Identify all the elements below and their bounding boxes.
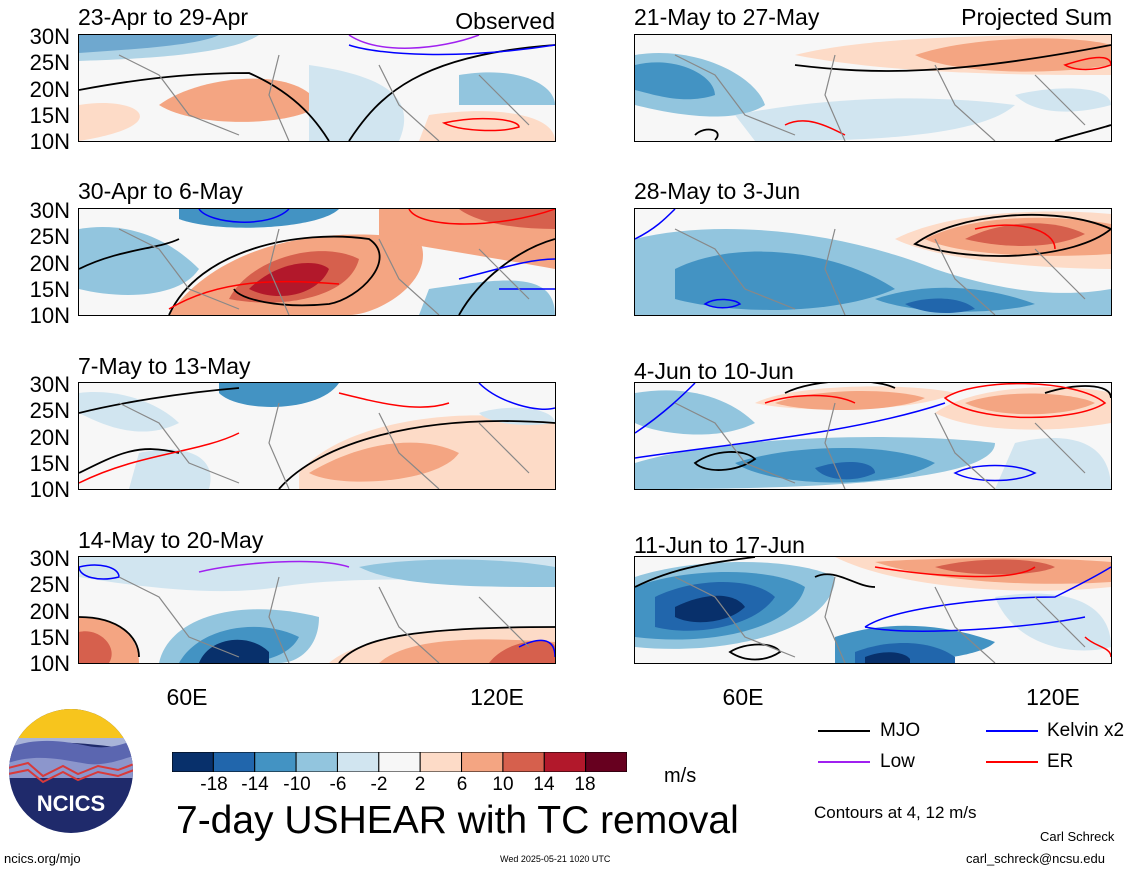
website-url: ncics.org/mjo [4, 851, 81, 866]
lat-label: 20N [29, 425, 70, 450]
colorbar-tick-label: -10 [283, 774, 311, 795]
panel-title-1: 23-Apr to 29-Apr [78, 4, 249, 30]
lat-label: 25N [29, 572, 70, 597]
lat-label: 25N [29, 224, 70, 249]
map-panel-2 [634, 34, 1112, 142]
legend-er-label: ER [1047, 751, 1074, 772]
colorbar [171, 751, 628, 773]
lat-label: 15N [29, 277, 70, 302]
author-name: Carl Schreck [1040, 829, 1115, 844]
lat-label: 20N [29, 77, 70, 102]
colorbar-tick-label: 10 [492, 774, 514, 795]
colorbar-tick-label: -6 [329, 774, 347, 795]
colorbar-swatch [502, 751, 545, 773]
main-title: 7-day USHEAR with TC removal [176, 799, 739, 842]
lon-label-60e-left: 60E [166, 684, 208, 710]
lat-label: 25N [29, 50, 70, 75]
map-panel-1 [78, 34, 556, 142]
colorbar-swatch [254, 751, 297, 773]
legend-er-swatch [986, 761, 1038, 763]
colorbar-tick-label: -18 [200, 774, 228, 795]
contours-note: Contours at 4, 12 m/s [814, 803, 977, 822]
legend-low-swatch [818, 761, 870, 763]
map-panel-5 [78, 382, 556, 490]
map-panel-4 [634, 208, 1112, 316]
panel-title-5: 7-May to 13-May [78, 353, 251, 379]
map-panel-8 [634, 556, 1112, 664]
colorbar-swatch [585, 751, 628, 773]
legend-mjo-swatch [818, 730, 870, 732]
panel-title-2: 21-May to 27-May [634, 4, 820, 30]
lat-label: 10N [29, 129, 70, 154]
lon-label-120e-right: 120E [1026, 684, 1080, 710]
lat-label: 10N [29, 477, 70, 502]
colorbar-tick-label: 18 [574, 774, 596, 795]
colorbar-swatch [171, 751, 214, 773]
map-panel-6 [634, 382, 1112, 490]
colorbar-swatch [295, 751, 338, 773]
colorbar-swatch [378, 751, 421, 773]
lat-label: 30N [29, 198, 70, 223]
colorbar-tick-label: 2 [414, 774, 426, 795]
map-panel-3 [78, 208, 556, 316]
panel-title-6: 4-Jun to 10-Jun [634, 358, 794, 384]
ncics-logo: NCICS [8, 708, 134, 834]
lat-label: 20N [29, 251, 70, 276]
colorbar-units: m/s [664, 765, 697, 787]
lat-label: 15N [29, 451, 70, 476]
timestamp: Wed 2025-05-21 1020 UTC [500, 854, 611, 864]
lon-label-120e-left: 120E [470, 684, 524, 710]
colorbar-swatch [543, 751, 587, 773]
lat-label: 30N [29, 546, 70, 571]
lat-label: 20N [29, 599, 70, 624]
colorbar-tick-label: -14 [241, 774, 269, 795]
legend-mjo-label: MJO [880, 720, 921, 741]
author-email: carl_schreck@ncsu.edu [966, 851, 1105, 866]
panel-title-7: 14-May to 20-May [78, 527, 264, 553]
panel-title-4: 28-May to 3-Jun [634, 178, 801, 204]
lat-label: 15N [29, 625, 70, 650]
panel-title-8: 11-Jun to 17-Jun [634, 532, 805, 558]
panel-tag-observed: Observed [455, 8, 555, 34]
colorbar-tick-label: -2 [370, 774, 388, 795]
lat-label: 15N [29, 103, 70, 128]
lat-label: 25N [29, 398, 70, 423]
lat-label: 10N [29, 303, 70, 328]
map-panel-7 [78, 556, 556, 664]
panel-tag-projected: Projected Sum [961, 4, 1112, 30]
lat-label: 10N [29, 651, 70, 676]
legend-low-label: Low [880, 751, 915, 772]
legend-kelvin-swatch [986, 730, 1038, 732]
logo-text: NCICS [37, 791, 105, 816]
colorbar-swatch [419, 751, 463, 773]
lat-label: 30N [29, 24, 70, 49]
colorbar-swatch [461, 751, 504, 773]
colorbar-swatch [212, 751, 256, 773]
lat-label: 30N [29, 372, 70, 397]
lon-label-60e-right: 60E [722, 684, 764, 710]
legend-kelvin-label: Kelvin x2 [1047, 720, 1125, 741]
panel-title-3: 30-Apr to 6-May [78, 178, 243, 204]
colorbar-tick-label: 6 [456, 774, 468, 795]
colorbar-tick-label: 14 [533, 774, 555, 795]
colorbar-swatch [336, 751, 380, 773]
